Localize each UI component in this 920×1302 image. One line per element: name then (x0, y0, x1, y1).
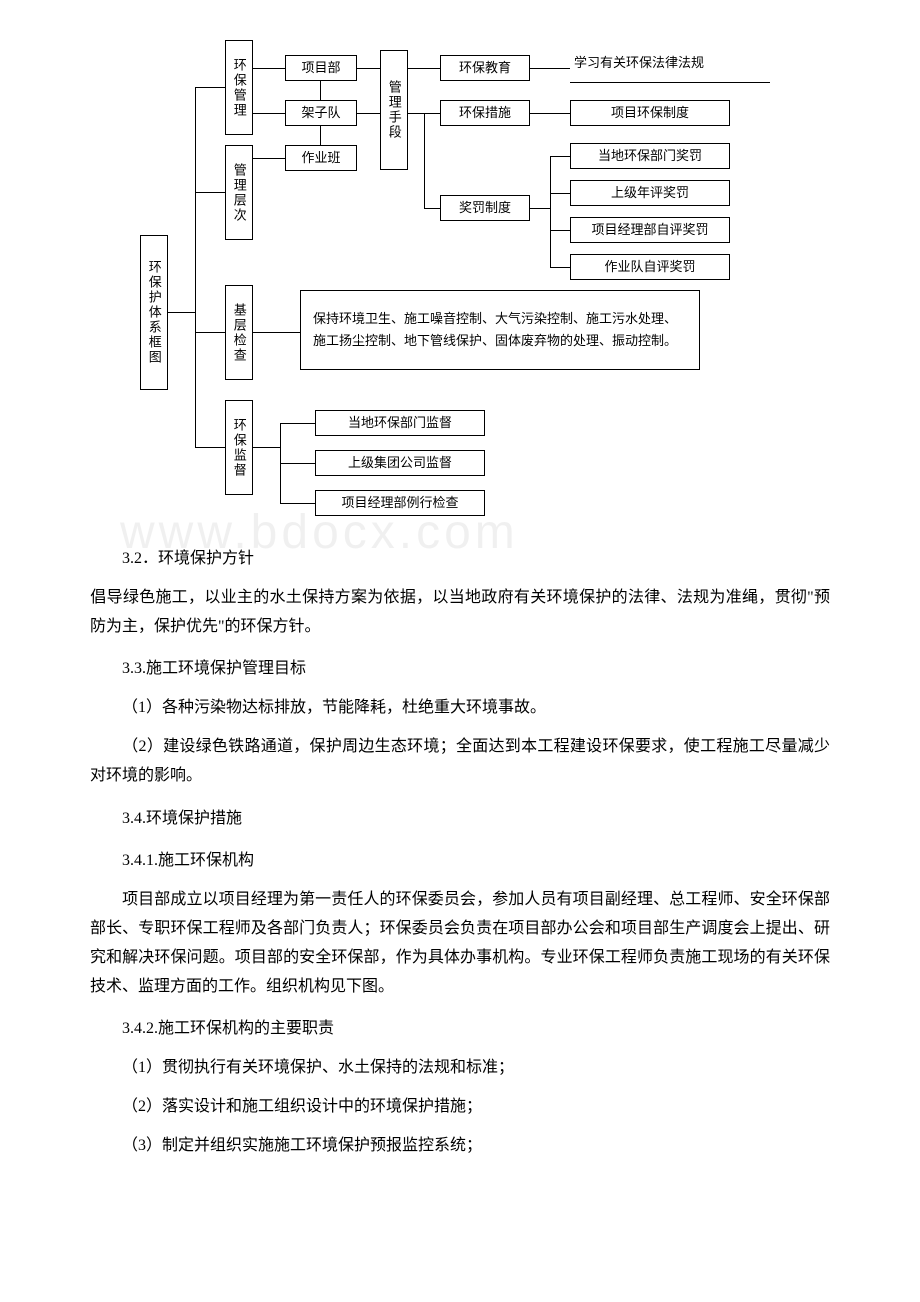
reward-r3: 项目经理部自评奖罚 (570, 217, 730, 243)
s33-title: 3.3.施工环境保护管理目标 (90, 655, 830, 684)
measure-right: 项目环保制度 (570, 100, 730, 126)
s342-p1: （1）贯彻执行有关环境保护、水土保持的法规和标准； (90, 1054, 830, 1083)
s32-body: 倡导绿色施工，以业主的水土保持方案为依据，以当地政府有关环境保护的法律、法规为准… (90, 584, 830, 642)
col-mgmt: 环保管理 (225, 40, 253, 135)
dept-box: 项目部 (285, 55, 357, 81)
crew-box: 作业班 (285, 145, 357, 171)
edu-right: 学习有关环保法律法规 (570, 43, 770, 83)
s341-body-text: 项目部成立以项目经理为第一责任人的环保委员会，参加人员有项目副经理、总工程师、安… (90, 891, 830, 994)
col-base: 基层检查 (225, 285, 253, 380)
s32-body-text: 倡导绿色施工，以业主的水土保持方案为依据，以当地政府有关环境保护的法律、法规为准… (90, 589, 830, 635)
team-box: 架子队 (285, 100, 357, 126)
root-box: 环保护体系框图 (140, 235, 168, 390)
s33-p2-text: （2）建设绿色铁路通道，保护周边生态环境；全面达到本工程建设环保要求，使工程施工… (90, 738, 830, 784)
reward-r1: 当地环保部门奖罚 (570, 143, 730, 169)
s341-body: 项目部成立以项目经理为第一责任人的环保委员会，参加人员有项目副经理、总工程师、安… (90, 886, 830, 1001)
sup3: 项目经理部例行检查 (315, 490, 485, 516)
s33-p2: （2）建设绿色铁路通道，保护周边生态环境；全面达到本工程建设环保要求，使工程施工… (90, 733, 830, 791)
s341-title: 3.4.1.施工环保机构 (90, 847, 830, 876)
reward-r2: 上级年评奖罚 (570, 180, 730, 206)
org-diagram: 环保护体系框图 环保管理 管理层次 基层检查 环保监督 项目部 架子队 作业班 … (140, 40, 780, 525)
sup2: 上级集团公司监督 (315, 450, 485, 476)
s342-p2: （2）落实设计和施工组织设计中的环境保护措施； (90, 1093, 830, 1122)
s34-title: 3.4.环境保护措施 (90, 805, 830, 834)
base-text: 保持环境卫生、施工噪音控制、大气污染控制、施工污水处理、施工扬尘控制、地下管线保… (300, 290, 700, 370)
edu-box: 环保教育 (440, 55, 530, 81)
sup1: 当地环保部门监督 (315, 410, 485, 436)
measure-box: 环保措施 (440, 100, 530, 126)
reward-box: 奖罚制度 (440, 195, 530, 221)
col-level: 管理层次 (225, 145, 253, 240)
s32-title: 3.2．环境保护方针 (90, 545, 830, 574)
s33-p1: （1）各种污染物达标排放，节能降耗，杜绝重大环境事故。 (90, 694, 830, 723)
reward-r4: 作业队自评奖罚 (570, 254, 730, 280)
col-supervise: 环保监督 (225, 400, 253, 495)
s342-p3: （3）制定并组织实施施工环境保护预报监控系统； (90, 1132, 830, 1161)
means-box: 管理手段 (380, 50, 408, 170)
s342-title: 3.4.2.施工环保机构的主要职责 (90, 1015, 830, 1044)
